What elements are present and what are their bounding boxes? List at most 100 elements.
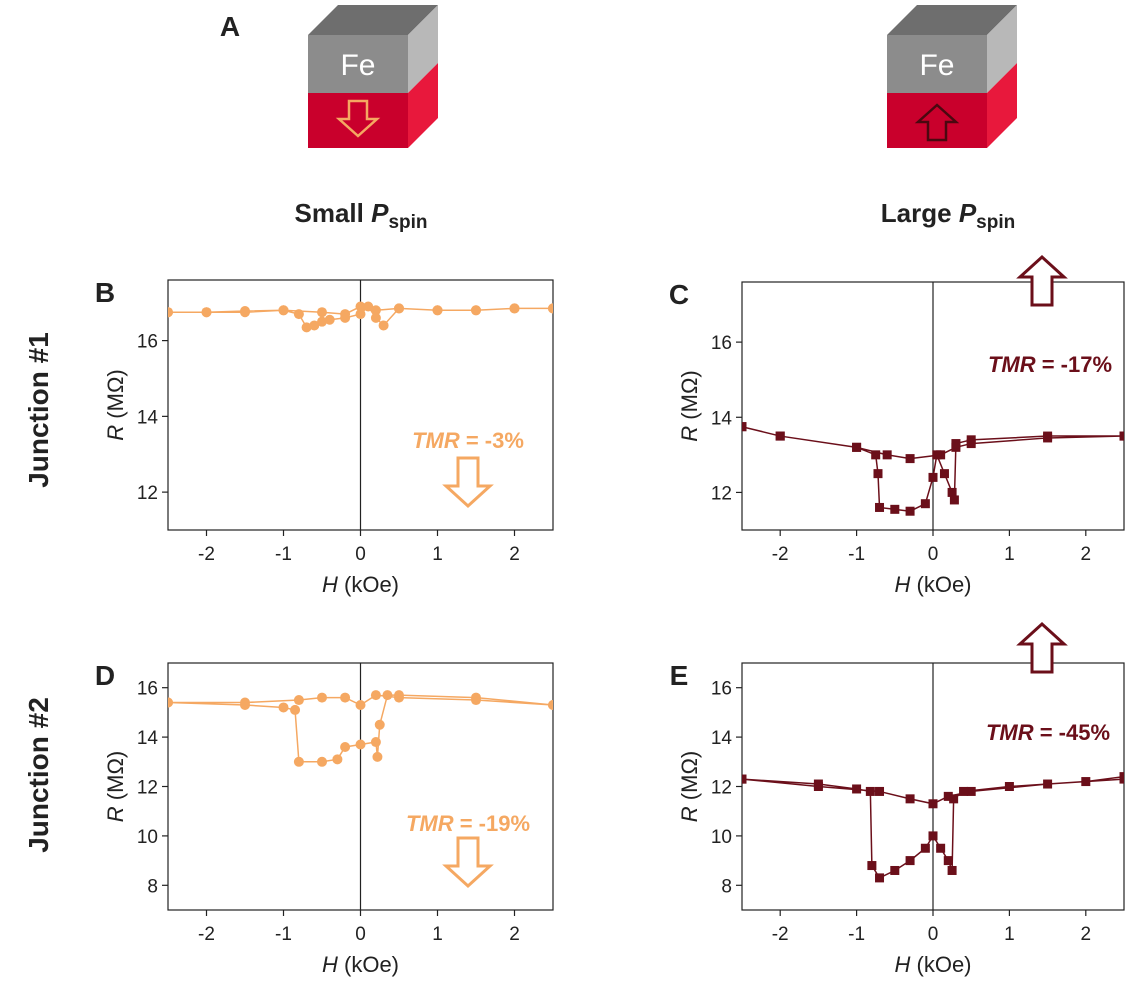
marker xyxy=(278,702,289,713)
marker xyxy=(1119,431,1124,441)
marker xyxy=(293,756,304,767)
marker xyxy=(920,843,930,853)
axis-unit: (MΩ) xyxy=(103,751,128,800)
marker xyxy=(363,301,374,312)
x-tick-label: 0 xyxy=(928,544,939,565)
column-heading: Small Pspin xyxy=(294,198,427,233)
marker xyxy=(890,504,900,514)
panel-label: E xyxy=(670,660,689,691)
axis-symbol: H xyxy=(322,572,338,597)
marker xyxy=(947,487,957,497)
marker xyxy=(240,699,250,710)
panel-label: B xyxy=(95,277,115,308)
annotation-text: = -45% xyxy=(1040,720,1110,745)
heading-text: Small xyxy=(294,198,363,228)
marker xyxy=(370,312,381,323)
panel-label: A xyxy=(220,11,240,42)
x-tick-label: 1 xyxy=(432,544,443,565)
marker xyxy=(394,690,404,701)
marker xyxy=(309,320,320,331)
y-tick-label: 10 xyxy=(711,827,732,848)
heading-text: Large xyxy=(881,198,952,228)
x-tick-label: 2 xyxy=(1081,544,1092,565)
marker xyxy=(370,305,381,316)
y-tick-label: 12 xyxy=(711,778,732,799)
y-tick-label: 14 xyxy=(137,407,159,428)
axis-symbol: R xyxy=(103,425,128,441)
marker xyxy=(340,309,351,320)
marker xyxy=(355,739,366,750)
marker xyxy=(293,309,304,320)
marker xyxy=(317,692,327,703)
marker xyxy=(865,786,875,796)
y-axis-label: R (MΩ) xyxy=(103,751,128,822)
series xyxy=(168,301,553,333)
tmr-arrow xyxy=(1016,254,1068,307)
marker xyxy=(905,856,915,866)
marker xyxy=(1043,431,1053,441)
series xyxy=(168,690,553,767)
marker xyxy=(932,450,942,460)
marker xyxy=(317,307,327,318)
marker xyxy=(1043,779,1053,789)
marker xyxy=(920,499,930,509)
axis-unit: (MΩ) xyxy=(677,370,702,419)
marker xyxy=(293,695,304,706)
marker xyxy=(905,794,915,804)
x-axis-label: H (kOe) xyxy=(322,952,399,977)
cube-label: Fe xyxy=(919,49,954,82)
marker xyxy=(966,786,976,796)
annotation-text: = -3% xyxy=(466,428,524,453)
marker xyxy=(471,305,481,316)
axis-symbol: R xyxy=(103,806,128,822)
marker xyxy=(1081,777,1091,787)
marker xyxy=(168,307,173,318)
marker xyxy=(875,502,885,512)
heading-subscript: spin xyxy=(976,212,1015,233)
axis-unit: (MΩ) xyxy=(677,751,702,800)
annotation-symbol: TMR xyxy=(986,720,1034,745)
axis-symbol: H xyxy=(894,952,910,977)
heading-symbol: P xyxy=(959,198,977,228)
x-tick-label: -1 xyxy=(848,544,865,565)
marker xyxy=(372,751,383,762)
x-tick-label: -1 xyxy=(848,924,865,945)
marker xyxy=(875,873,885,883)
x-tick-label: 1 xyxy=(432,924,443,945)
marker xyxy=(928,799,938,809)
annotation: TMR = -3% xyxy=(412,428,524,453)
y-tick-label: 8 xyxy=(721,876,732,897)
x-axis-label: H (kOe) xyxy=(322,572,399,597)
annotation: TMR = -17% xyxy=(988,352,1112,377)
series xyxy=(742,772,1124,883)
heading-symbol: P xyxy=(371,198,389,228)
y-tick-label: 14 xyxy=(137,728,159,749)
marker xyxy=(301,322,312,333)
marker xyxy=(324,314,335,325)
x-tick-label: 0 xyxy=(355,544,366,565)
cube xyxy=(887,5,1017,148)
marker xyxy=(548,303,553,314)
marker xyxy=(943,791,953,801)
y-tick-label: 12 xyxy=(137,483,158,504)
marker xyxy=(317,316,327,327)
x-tick-label: 1 xyxy=(1004,544,1015,565)
marker xyxy=(742,422,747,432)
y-tick-label: 12 xyxy=(711,483,732,504)
marker xyxy=(340,741,351,752)
x-tick-label: -1 xyxy=(275,544,292,565)
marker xyxy=(378,320,389,331)
axis-symbol: H xyxy=(322,952,338,977)
annotation-symbol: TMR xyxy=(412,428,460,453)
marker xyxy=(332,754,343,765)
annotation-symbol: TMR xyxy=(988,352,1036,377)
marker xyxy=(168,697,173,708)
y-axis-label: R (MΩ) xyxy=(677,751,702,822)
marker xyxy=(928,831,938,841)
row-label: Junction #1 xyxy=(23,332,54,488)
marker xyxy=(340,692,351,703)
axis-unit: (kOe) xyxy=(344,572,399,597)
x-tick-label: -2 xyxy=(772,544,789,565)
marker xyxy=(370,737,381,748)
